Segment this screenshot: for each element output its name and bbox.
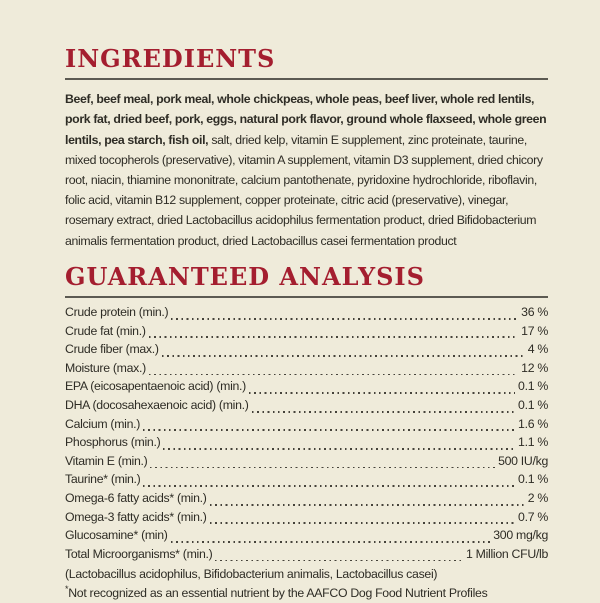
analysis-row-value: 500 IU/kg: [498, 453, 548, 468]
dot-leader: [209, 503, 525, 506]
guaranteed-analysis-divider: [65, 296, 548, 298]
analysis-row: Omega-3 fatty acids* (min.) 0.7 %: [65, 510, 548, 529]
analysis-row-label: DHA (docosahexaenoic acid) (min.): [65, 397, 249, 412]
analysis-row: Calcium (min.) 1.6 %: [65, 417, 548, 436]
dot-leader: [171, 317, 519, 320]
ingredients-divider: [65, 78, 548, 81]
analysis-row-label: Crude fiber (max.): [65, 342, 159, 357]
analysis-row-label: Phosphorus (min.): [65, 435, 161, 450]
analysis-row-label: Omega-6 fatty acids* (min.): [65, 490, 207, 505]
analysis-row-value: 0.1 %: [518, 397, 548, 412]
analysis-row-value: 0.1 %: [518, 472, 548, 487]
dot-leader: [248, 392, 516, 394]
analysis-row-value: 1.1 %: [518, 435, 548, 450]
analysis-row: Omega-6 fatty acids* (min.) 2 %: [65, 491, 548, 510]
analysis-row-label: Taurine* (min.): [65, 472, 141, 487]
dot-leader: [148, 373, 519, 376]
analysis-row-label: Moisture (max.): [65, 360, 146, 375]
analysis-table: Crude protein (min.) 36 % Crude fat (min…: [65, 305, 548, 565]
analysis-row-value: 300 mg/kg: [493, 528, 548, 543]
dot-leader: [215, 559, 464, 562]
analysis-row-label: Total Microorganisms* (min.): [65, 546, 213, 561]
analysis-row: Vitamin E (min.) 500 IU/kg: [65, 454, 548, 473]
nutrition-label: INGREDIENTS Beef, beef meal, pork meal, …: [65, 0, 548, 603]
analysis-row-label: Glucosamine* (min): [65, 528, 168, 543]
analysis-row-label: Crude fat (min.): [65, 323, 146, 338]
analysis-row: DHA (docosahexaenoic acid) (min.) 0.1 %: [65, 398, 548, 417]
analysis-row-value: 12 %: [521, 360, 548, 375]
analysis-row: Crude protein (min.) 36 %: [65, 305, 548, 324]
analysis-row-label: Crude protein (min.): [65, 305, 169, 319]
dot-leader: [150, 466, 496, 469]
analysis-row-value: 17 %: [521, 323, 548, 338]
analysis-row-value: 0.1 %: [518, 379, 548, 394]
footnote-asterisk: *: [65, 583, 69, 594]
analysis-row: Crude fat (min.) 17 %: [65, 324, 548, 343]
ingredients-text: Beef, beef meal, pork meal, whole chickp…: [65, 89, 548, 251]
guaranteed-analysis-section: GUARANTEED ANALYSIS Crude protein (min.)…: [65, 264, 548, 603]
dot-leader: [161, 354, 525, 357]
dot-leader: [143, 429, 516, 432]
analysis-footnote: *Not recognized as an essential nutrient…: [65, 584, 548, 603]
analysis-row-value: 36 %: [521, 305, 548, 319]
analysis-row-value: 0.7 %: [518, 509, 548, 524]
ingredients-primary-list: Beef, beef meal, pork meal, whole chickp…: [65, 92, 547, 147]
dot-leader: [163, 447, 516, 450]
analysis-row-label: EPA (eicosapentaenoic acid) (min.): [65, 379, 246, 394]
analysis-row-value: 4 %: [527, 342, 549, 357]
analysis-row-value: 2 %: [527, 490, 549, 505]
ingredients-title: INGREDIENTS: [65, 44, 276, 73]
footnote-text: Not recognized as an essential nutrient …: [68, 585, 488, 600]
analysis-row-label: Calcium (min.): [65, 416, 141, 431]
ingredients-secondary-list: salt, dried kelp, vitamin E supplement, …: [65, 132, 543, 248]
analysis-row: Taurine* (min.) 0.1 %: [65, 472, 548, 491]
dot-leader: [143, 485, 516, 487]
analysis-row: Glucosamine* (min) 300 mg/kg: [65, 528, 548, 547]
analysis-row-value: 1.6 %: [518, 416, 548, 431]
microorganisms-detail: (Lactobacillus acidophilus, Bifidobacter…: [65, 567, 438, 582]
ingredients-section: INGREDIENTS Beef, beef meal, pork meal, …: [65, 46, 548, 251]
dot-leader: [251, 410, 516, 413]
dot-leader: [170, 540, 491, 543]
analysis-row: EPA (eicosapentaenoic acid) (min.) 0.1 %: [65, 379, 548, 398]
analysis-row-value: 1 Million CFU/lb: [466, 546, 548, 561]
analysis-row: Phosphorus (min.) 1.1 %: [65, 435, 548, 454]
analysis-row-label: Omega-3 fatty acids* (min.): [65, 509, 207, 524]
dot-leader: [209, 522, 516, 525]
analysis-row: Total Microorganisms* (min.) 1 Million C…: [65, 547, 548, 566]
dot-leader: [148, 336, 519, 339]
analysis-row: Crude fiber (max.) 4 %: [65, 342, 548, 361]
analysis-row: Moisture (max.) 12 %: [65, 361, 548, 380]
guaranteed-analysis-title: GUARANTEED ANALYSIS: [65, 261, 425, 291]
analysis-row-label: Vitamin E (min.): [65, 453, 148, 468]
